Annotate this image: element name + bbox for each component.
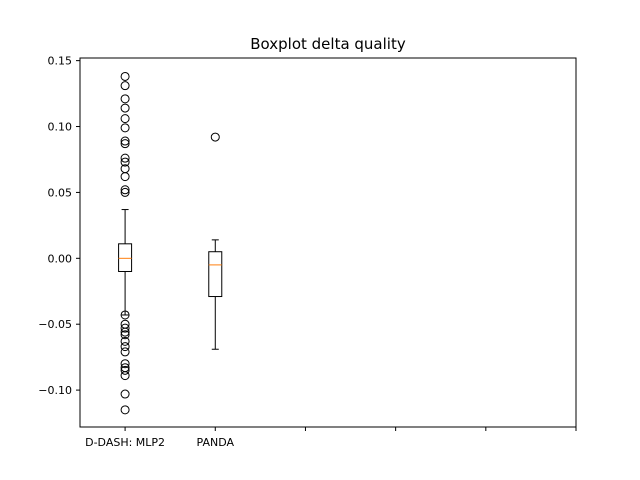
outlier-point [120,327,130,337]
outlier-point [120,139,130,149]
x-tick-label: D-DASH: MLP2 [85,436,165,449]
outlier-point [120,310,130,320]
outlier-point [120,359,130,369]
outlier-point [120,123,130,133]
y-tick-label: 0.05 [48,186,73,199]
y-tick-label: 0.10 [48,121,73,134]
outlier-point [120,371,130,381]
y-tick-label: −0.10 [38,384,72,397]
outlier-point [120,157,130,167]
outlier-point [120,136,130,146]
outlier-point [120,172,130,182]
outlier-point [120,153,130,163]
outlier-point [120,347,130,357]
box [118,243,133,272]
outlier-point [120,114,130,124]
outlier-point [120,323,130,333]
outlier-point [120,185,130,195]
outlier-point [120,187,130,197]
outlier-point [120,71,130,81]
y-tick-label: 0.00 [48,252,73,265]
chart-title: Boxplot delta quality [250,35,406,53]
y-tick-label: −0.05 [38,318,72,331]
outlier-point [120,103,130,113]
outlier-point [120,81,130,91]
outlier-point [210,132,220,142]
outlier-point [120,365,130,375]
y-tick-label: 0.15 [48,55,73,68]
outlier-point [120,330,130,340]
outlier-point [120,94,130,104]
x-tick-label: PANDA [197,436,235,449]
plot-frame [79,57,577,428]
outlier-point [120,342,130,352]
outlier-point [120,389,130,399]
box [208,251,223,298]
outlier-point [120,336,130,346]
outlier-point [120,405,130,415]
